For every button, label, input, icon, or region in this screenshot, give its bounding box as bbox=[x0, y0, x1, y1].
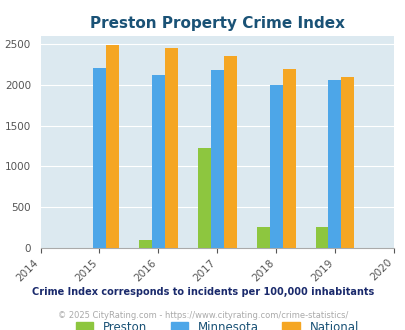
Bar bbox=[139, 240, 151, 248]
Bar bbox=[269, 85, 282, 248]
Bar bbox=[315, 227, 328, 248]
Bar bbox=[328, 80, 341, 248]
Bar bbox=[106, 45, 119, 248]
Bar bbox=[93, 68, 106, 248]
Bar bbox=[256, 227, 269, 248]
Bar bbox=[210, 70, 223, 248]
Bar bbox=[151, 75, 164, 248]
Bar bbox=[164, 49, 177, 247]
Bar bbox=[197, 148, 210, 248]
Text: Crime Index corresponds to incidents per 100,000 inhabitants: Crime Index corresponds to incidents per… bbox=[32, 287, 373, 297]
Bar bbox=[223, 56, 236, 247]
Text: © 2025 CityRating.com - https://www.cityrating.com/crime-statistics/: © 2025 CityRating.com - https://www.city… bbox=[58, 311, 347, 320]
Bar bbox=[282, 69, 295, 248]
Bar bbox=[341, 77, 354, 248]
Legend: Preston, Minnesota, National: Preston, Minnesota, National bbox=[70, 317, 363, 330]
Title: Preston Property Crime Index: Preston Property Crime Index bbox=[90, 16, 344, 31]
